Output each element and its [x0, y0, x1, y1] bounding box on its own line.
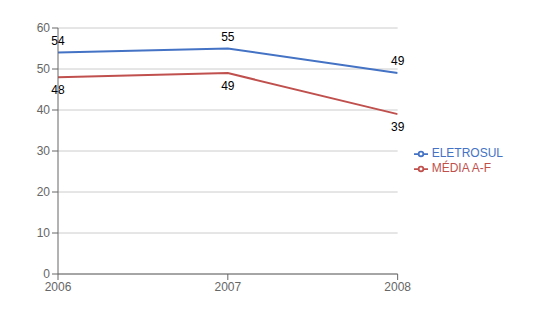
- svg-text:2007: 2007: [214, 280, 241, 294]
- html-text:MÉDIA A-F: MÉDIA A-F: [431, 161, 491, 175]
- svg-text:54: 54: [51, 34, 65, 48]
- svg-text:0: 0: [43, 267, 50, 281]
- svg-text:55: 55: [221, 30, 235, 44]
- svg-text:49: 49: [391, 54, 405, 68]
- svg-text:20: 20: [37, 185, 51, 199]
- svg-text:60: 60: [37, 21, 51, 35]
- svg-text:30: 30: [37, 144, 51, 158]
- html-text:ELETROSUL: ELETROSUL: [431, 146, 503, 161]
- svg-text:50: 50: [37, 62, 51, 76]
- svg-text:40: 40: [37, 103, 51, 117]
- svg-text:10: 10: [37, 226, 51, 240]
- svg-text:49: 49: [221, 79, 235, 93]
- svg-text:2006: 2006: [45, 280, 72, 294]
- svg-text:39: 39: [391, 120, 405, 134]
- svg-text:2008: 2008: [384, 280, 411, 294]
- svg-text:48: 48: [51, 83, 65, 97]
